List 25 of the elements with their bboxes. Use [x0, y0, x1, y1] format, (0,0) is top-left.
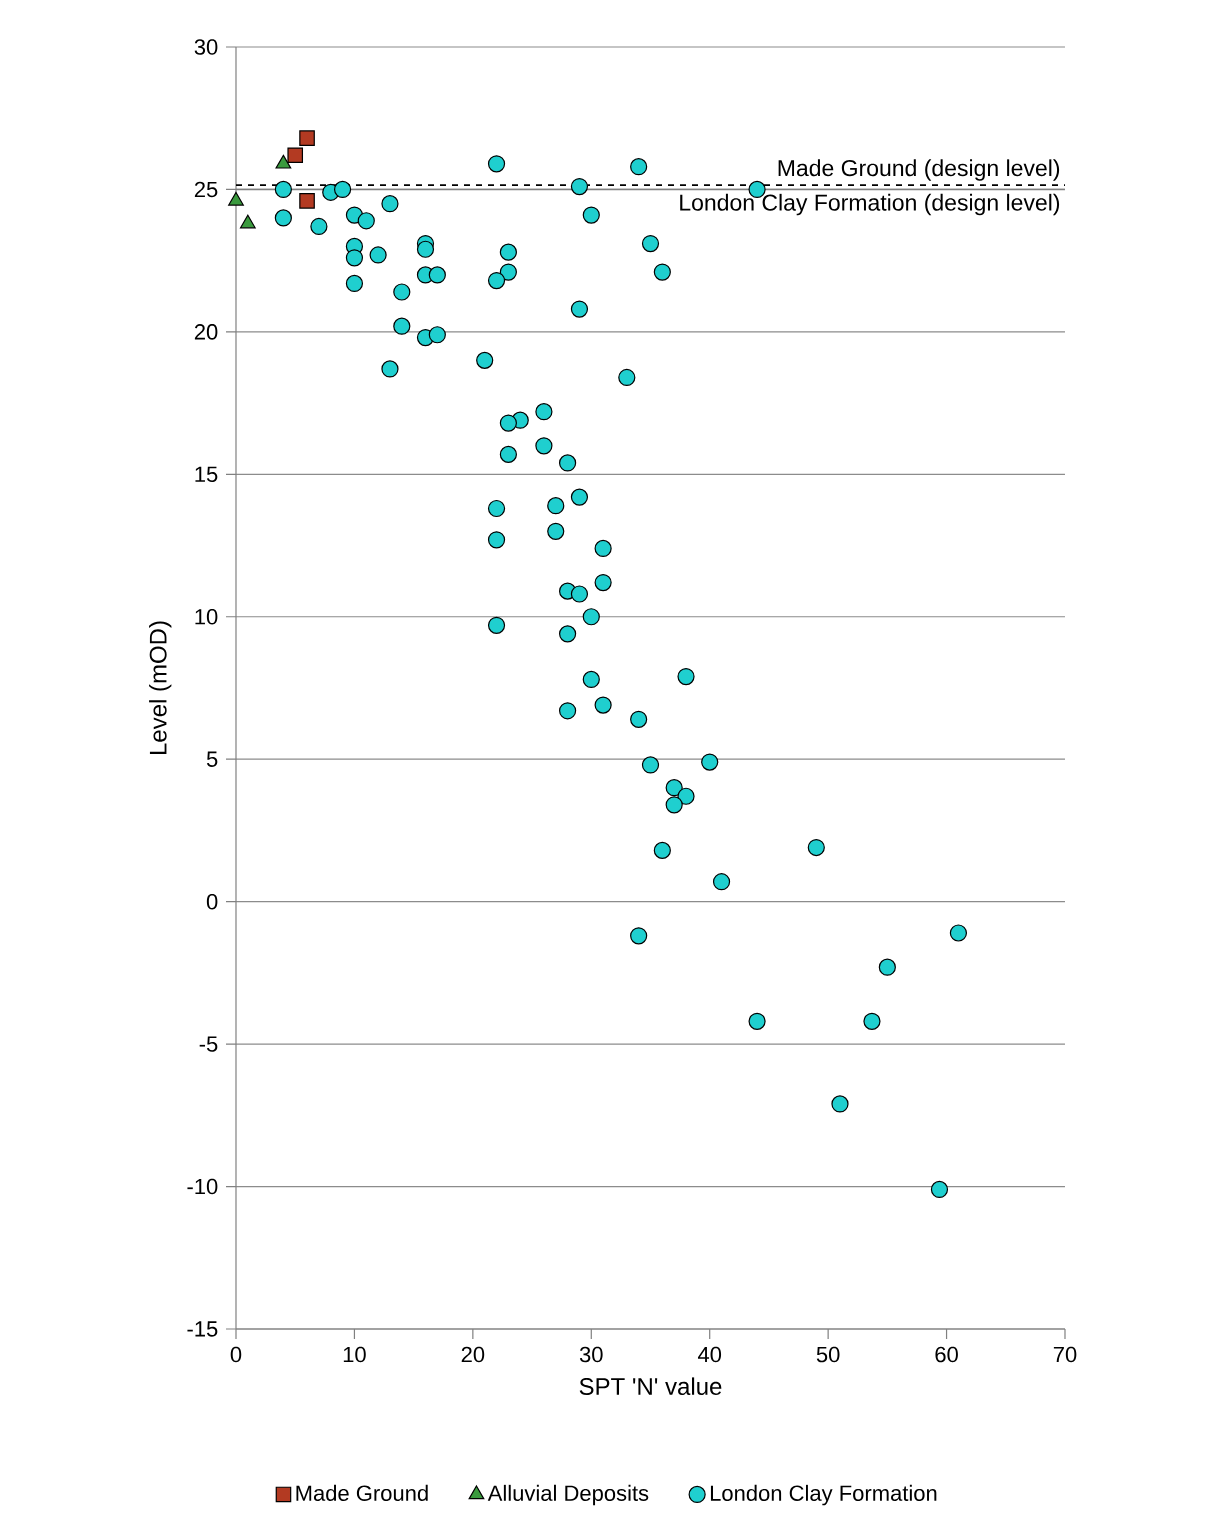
y-tick-label: 15: [195, 466, 218, 483]
y-tick-label: 20: [194, 324, 218, 340]
y-tick-label: 25: [194, 181, 218, 198]
legend-label: Made Ground: [296, 1484, 428, 1501]
y-tick-label: 10: [195, 609, 218, 625]
legend-label: Alluvial Deposits: [487, 1484, 649, 1506]
y-axis-title: Level (mOD): [149, 621, 172, 755]
ref-line-label: Made Ground (design level): [778, 159, 1060, 181]
legend-label: London Clay Formation: [710, 1484, 937, 1506]
y-tick-label: -5: [199, 1036, 218, 1052]
y-tick-label: 30: [194, 39, 218, 55]
x-tick-label: 20: [461, 1346, 485, 1363]
y-tick-label: -10: [187, 1178, 218, 1195]
x-tick-label: 50: [816, 1346, 840, 1363]
x-tick-label: 60: [935, 1346, 958, 1363]
ref-line-label: London Clay Formation (design level): [680, 193, 1060, 216]
x-tick-label: 10: [343, 1346, 366, 1363]
x-tick-label: 0: [230, 1346, 242, 1363]
y-tick-label: -15: [187, 1321, 218, 1337]
y-tick-label: 0: [206, 893, 218, 910]
x-axis-title: SPT 'N' value: [579, 1377, 722, 1395]
x-tick-label: 30: [579, 1346, 603, 1363]
x-tick-label: 40: [697, 1346, 722, 1363]
y-tick-label: 5: [206, 751, 218, 767]
x-tick-label: 70: [1053, 1346, 1077, 1363]
